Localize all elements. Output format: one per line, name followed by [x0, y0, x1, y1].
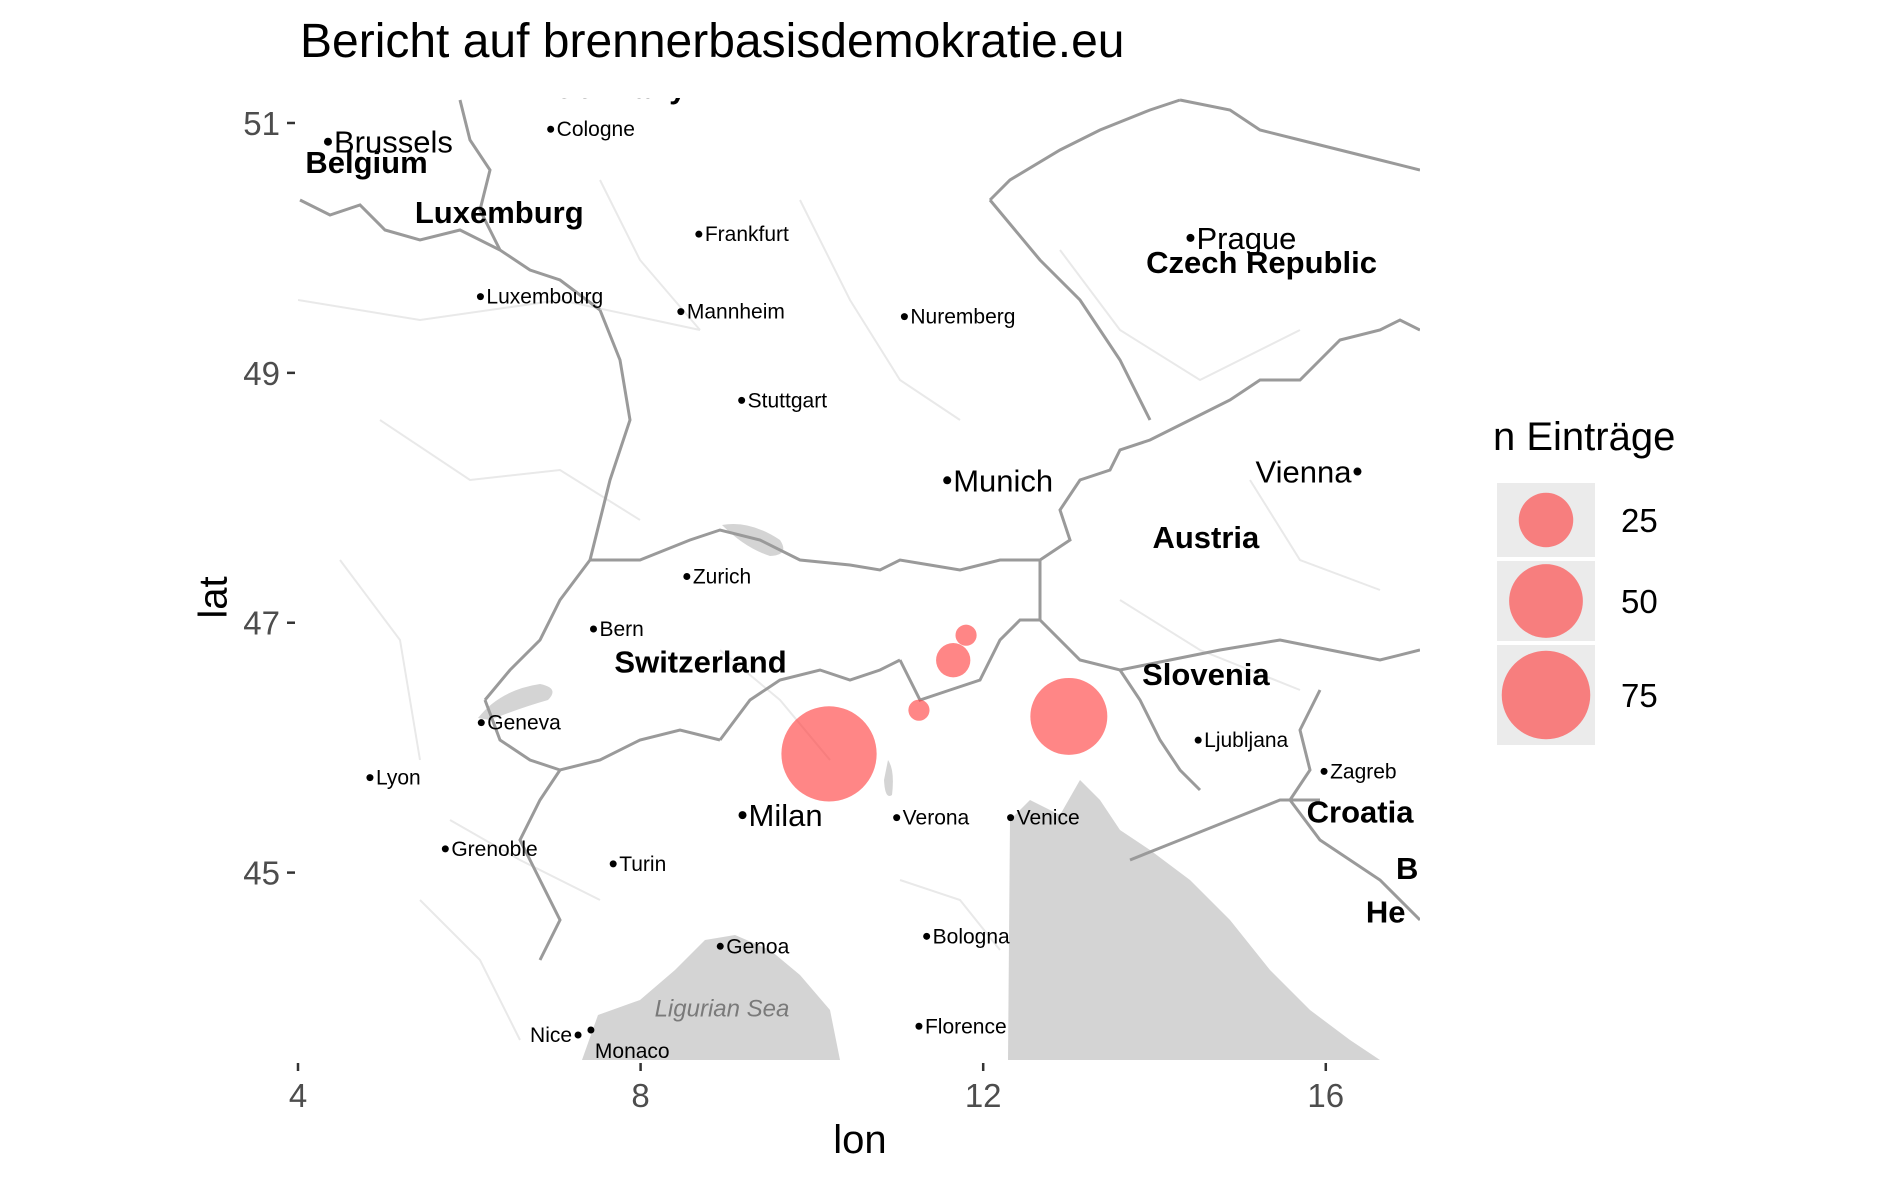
city-dot-monaco: [587, 1026, 595, 1034]
city-dot-cologne: [547, 125, 555, 133]
city-label-bologna: Bologna: [933, 925, 1010, 948]
country-label-belgium: Belgium: [305, 145, 427, 180]
city-label-ljubljana: Ljubljana: [1204, 729, 1288, 752]
city-dot-geneva: [477, 719, 485, 727]
city-label-nuremberg: Nuremberg: [910, 306, 1015, 329]
city-label-munich: Munich: [953, 463, 1053, 498]
data-point-2: [936, 643, 971, 678]
city-label-verona: Verona: [903, 807, 970, 830]
city-dot-milan: [738, 811, 747, 820]
city-label-frankfurt: Frankfurt: [705, 223, 789, 246]
city-dot-grenoble: [441, 845, 449, 853]
country-label-he: He: [1366, 895, 1406, 930]
city-dot-ljubljana: [1194, 736, 1202, 744]
country-borders: [299, 98, 1420, 961]
city-label-zurich: Zurich: [693, 566, 751, 589]
city-label-vienna: Vienna: [1256, 455, 1353, 490]
region-boundaries: [298, 179, 1381, 1041]
country-label-austria: Austria: [1152, 520, 1260, 555]
y-tick-label-51: 51: [243, 105, 280, 142]
y-tick-label-49: 49: [243, 355, 280, 392]
y-tick-label-45: 45: [243, 855, 280, 892]
city-label-prague: Prague: [1196, 221, 1296, 256]
x-axis-label: lon: [833, 1118, 887, 1162]
city-dot-bern: [589, 625, 597, 633]
map-panel-background: [298, 98, 1420, 1060]
data-point-1: [1030, 677, 1108, 755]
lake-garda-water: [884, 760, 893, 796]
country-label-czech-republic: Czech Republic: [1146, 245, 1377, 280]
data-point-4: [908, 699, 930, 721]
city-dot-nuremberg: [900, 313, 908, 321]
city-dot-munich: [943, 476, 952, 485]
y-tick-label-47: 47: [243, 605, 280, 642]
legend: 25 50 75: [1497, 483, 1658, 745]
city-dot-turin: [609, 860, 617, 868]
data-point-3: [955, 624, 977, 646]
legend-label-75: 75: [1621, 677, 1658, 714]
city-label-milan: Milan: [749, 798, 823, 833]
country-label-luxemburg: Luxemburg: [415, 195, 584, 230]
city-label-brussels: Brussels: [334, 125, 453, 160]
city-dot-genoa: [716, 942, 724, 950]
x-tick-label-12: 12: [965, 1077, 1002, 1114]
city-dot-lyon: [366, 774, 374, 782]
x-tick-label-8: 8: [631, 1077, 649, 1114]
country-label-b: B: [1396, 851, 1418, 886]
city-dot-mannheim: [677, 308, 685, 316]
adriatic-sea-water: [1008, 780, 1380, 1060]
city-dot-florence: [915, 1022, 923, 1030]
legend-key-circle-50: [1509, 564, 1583, 638]
city-dot-verona: [893, 814, 901, 822]
city-label-nice: Nice: [530, 1024, 572, 1047]
city-dot-brussels: [323, 137, 332, 146]
country-label-slovenia: Slovenia: [1142, 657, 1270, 692]
city-dot-bologna: [923, 932, 931, 940]
city-dot-zagreb: [1320, 767, 1328, 775]
city-label-venice: Venice: [1017, 807, 1080, 830]
basemap: Germany Belgium Luxemburg Czech Republic Aus…: [298, 70, 1420, 1063]
city-dot-frankfurt: [695, 230, 703, 238]
ligurian-sea-water: [582, 935, 840, 1060]
city-dot-vienna: [1353, 467, 1362, 476]
city-label-bern: Bern: [599, 618, 643, 641]
x-tick-label-4: 4: [289, 1077, 307, 1114]
city-label-geneva: Geneva: [487, 712, 561, 735]
city-label-luxembourg: Luxembourg: [486, 286, 603, 309]
country-label-germany: Germany: [552, 70, 687, 105]
city-dot-prague: [1186, 233, 1195, 242]
city-label-lyon: Lyon: [376, 767, 421, 790]
chart-title: Bericht auf brennerbasisdemokratie.eu: [300, 15, 1125, 68]
city-dot-nice: [574, 1031, 582, 1039]
city-dot-luxembourg: [476, 293, 484, 301]
city-label-turin: Turin: [619, 853, 666, 876]
data-point-0: [781, 706, 877, 802]
city-label-zagreb: Zagreb: [1330, 760, 1397, 783]
lake-geneva-water: [478, 684, 553, 720]
city-dot-stuttgart: [738, 396, 746, 404]
legend-label-25: 25: [1621, 502, 1658, 539]
city-label-grenoble: Grenoble: [451, 838, 537, 861]
city-dot-zurich: [683, 573, 691, 581]
city-label-genoa: Genoa: [726, 935, 789, 958]
country-label-switzerland: Switzerland: [614, 645, 786, 680]
city-dot-venice: [1007, 814, 1015, 822]
country-label-croatia: Croatia: [1307, 795, 1415, 830]
city-label-cologne: Cologne: [557, 118, 635, 141]
city-label-monaco: Monaco: [595, 1040, 670, 1063]
city-label-florence: Florence: [925, 1015, 1007, 1038]
axes: 45 47 49 51 4 8 12 16: [243, 105, 1344, 1114]
lake-constance-water: [722, 524, 784, 556]
data-points: [781, 624, 1108, 802]
water-label-ligurian-sea: Ligurian Sea: [655, 995, 790, 1022]
city-label-stuttgart: Stuttgart: [748, 389, 828, 412]
city-label-mannheim: Mannheim: [687, 301, 785, 324]
legend-key-circle-75: [1501, 650, 1591, 740]
legend-key-circle-25: [1518, 492, 1574, 548]
legend-label-50: 50: [1621, 583, 1658, 620]
legend-title: n Einträge: [1493, 415, 1676, 459]
x-tick-label-16: 16: [1307, 1077, 1344, 1114]
